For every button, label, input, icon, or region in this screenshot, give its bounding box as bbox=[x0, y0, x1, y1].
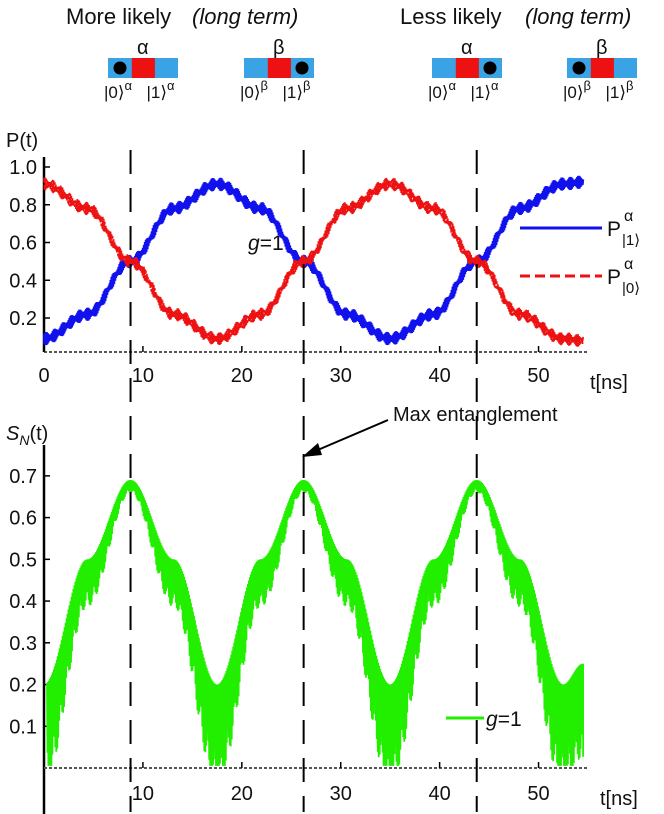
ket-one-sup: α bbox=[491, 78, 499, 93]
max-entanglement-annotation: Max entanglement bbox=[393, 404, 558, 426]
top-annot-g: g bbox=[248, 232, 260, 255]
state-diagrams: α|0⟩α |1⟩αβ|0⟩β |1⟩βα|0⟩α |1⟩αβ|0⟩β |1⟩β bbox=[104, 37, 637, 102]
ket-zero-sup: β bbox=[584, 78, 591, 93]
ket-one-sup: β bbox=[303, 78, 310, 93]
header-left-note: (long term) bbox=[192, 4, 298, 29]
bottom-ylabel-sub: N bbox=[19, 432, 30, 448]
ket-one-label: |1⟩α bbox=[147, 78, 176, 102]
diagram-label: β bbox=[273, 37, 285, 59]
top-y-tick-label: 0.2 bbox=[9, 308, 37, 330]
ket-zero-sup: β bbox=[261, 78, 268, 93]
bottom-xlabel: t[ns] bbox=[600, 788, 638, 810]
bottom-x-tick-label: 30 bbox=[330, 783, 352, 805]
legend-eq: =1 bbox=[498, 708, 522, 731]
ket-zero: |0⟩ bbox=[104, 83, 125, 102]
bottom-x-tick-label: 20 bbox=[231, 783, 253, 805]
top-y-tick-label: 1.0 bbox=[9, 157, 37, 179]
top-x-tick-label: 30 bbox=[330, 365, 352, 387]
diagram-4: β|0⟩β |1⟩β bbox=[563, 37, 637, 102]
diagram-label: α bbox=[461, 37, 473, 59]
top-annot-eq: =1 bbox=[260, 232, 284, 255]
particle-ball bbox=[295, 61, 309, 75]
ket-zero-label: |0⟩α bbox=[428, 78, 457, 102]
top-y-tick-label: 0.4 bbox=[9, 270, 37, 292]
diagram-2: β|0⟩β |1⟩β bbox=[240, 37, 314, 102]
header-right: Less likely (long term) bbox=[400, 4, 631, 29]
bottom-legend: g=1 bbox=[446, 708, 522, 731]
bottom-y-tick-label: 0.6 bbox=[9, 508, 37, 530]
ket-one: |1⟩ bbox=[606, 83, 627, 102]
ket-one-sup: α bbox=[167, 78, 175, 93]
particle-ball bbox=[483, 61, 497, 75]
entropy-chart: SN(t) t[ns] Max entanglement 0.1 0.2 0.3 0.… bbox=[6, 404, 638, 814]
probability-chart: P(t) t[ns] g=1 0.2 0.4 0.6 0.8 1.0 0 10 20 30 40 5… bbox=[6, 130, 640, 394]
diagram-1: α|0⟩α |1⟩α bbox=[104, 37, 178, 102]
ket-one-label: |1⟩α bbox=[471, 78, 500, 102]
bottom-y-tick-label: 0.2 bbox=[9, 675, 37, 697]
ket-zero-label: |0⟩β bbox=[563, 78, 591, 102]
top-x-tick-label: 10 bbox=[132, 365, 154, 387]
annotation-arrow-head bbox=[302, 443, 322, 457]
legend-label: g=1 bbox=[486, 708, 522, 731]
bottom-x-tick-label: 50 bbox=[527, 783, 549, 805]
ket-zero: |0⟩ bbox=[563, 83, 584, 102]
bottom-y-tick-label: 0.4 bbox=[9, 591, 37, 613]
top-annotation: g=1 bbox=[248, 232, 284, 255]
bottom-ylabel: SN(t) bbox=[6, 423, 48, 448]
ket-one-sup: β bbox=[626, 78, 633, 93]
ket-one-label: |1⟩β bbox=[606, 78, 634, 102]
diagram-gap bbox=[267, 58, 291, 78]
top-x-tick-label: 0 bbox=[38, 365, 49, 387]
legend-sub: |1⟩ bbox=[622, 232, 640, 249]
bottom-x-tick-label: 40 bbox=[429, 783, 451, 805]
series-line-p0 bbox=[43, 177, 584, 347]
diagram-gap bbox=[131, 58, 155, 78]
legend-g: g bbox=[486, 708, 498, 731]
diagram-gap bbox=[590, 58, 614, 78]
bottom-y-tick-label: 0.1 bbox=[9, 716, 37, 738]
top-x-tick-label: 50 bbox=[527, 365, 549, 387]
bottom-y-tick-label: 0.3 bbox=[9, 633, 37, 655]
bottom-x-tick-label: 10 bbox=[132, 783, 154, 805]
header-right-text: Less likely bbox=[400, 4, 501, 29]
particle-ball bbox=[572, 61, 586, 75]
bottom-y-tick-label: 0.5 bbox=[9, 549, 37, 571]
legend-sup: α bbox=[624, 256, 633, 273]
series-line-entropy bbox=[46, 479, 584, 766]
particle-ball bbox=[113, 61, 127, 75]
top-xlabel: t[ns] bbox=[590, 372, 628, 394]
bottom-y-tick-label: 0.7 bbox=[9, 466, 37, 488]
ket-zero: |0⟩ bbox=[240, 83, 261, 102]
vertical-guides bbox=[129, 150, 478, 812]
top-x-tick-label: 20 bbox=[231, 365, 253, 387]
diagram-3: α|0⟩α |1⟩α bbox=[428, 37, 502, 102]
top-legend: Pα |1⟩Pα |0⟩ bbox=[520, 208, 640, 297]
ket-one: |1⟩ bbox=[147, 83, 168, 102]
ket-zero-sup: α bbox=[449, 78, 457, 93]
top-y-tick-label: 0.6 bbox=[9, 233, 37, 255]
ket-zero-label: |0⟩α bbox=[104, 78, 133, 102]
bottom-ylabel-main: S bbox=[6, 423, 20, 445]
top-y-tick-label: 0.8 bbox=[9, 195, 37, 217]
bottom-ylabel-suffix: (t) bbox=[29, 423, 48, 445]
header-right-note: (long term) bbox=[525, 4, 631, 29]
header-left: More likely (long term) bbox=[66, 4, 298, 29]
top-ylabel: P(t) bbox=[6, 130, 38, 152]
legend-label: P bbox=[607, 266, 621, 289]
ket-one: |1⟩ bbox=[471, 83, 492, 102]
ket-zero: |0⟩ bbox=[428, 83, 449, 102]
diagram-label: β bbox=[596, 37, 608, 59]
ket-zero-sup: α bbox=[125, 78, 133, 93]
ket-zero-label: |0⟩β bbox=[240, 78, 268, 102]
legend-sub: |0⟩ bbox=[622, 280, 640, 297]
ket-one: |1⟩ bbox=[283, 83, 304, 102]
legend-sup: α bbox=[624, 208, 633, 225]
legend-label: P bbox=[607, 218, 621, 241]
diagram-gap bbox=[455, 58, 479, 78]
top-x-tick-label: 40 bbox=[429, 365, 451, 387]
diagram-label: α bbox=[137, 37, 149, 59]
header-left-text: More likely bbox=[66, 4, 171, 29]
ket-one-label: |1⟩β bbox=[283, 78, 311, 102]
